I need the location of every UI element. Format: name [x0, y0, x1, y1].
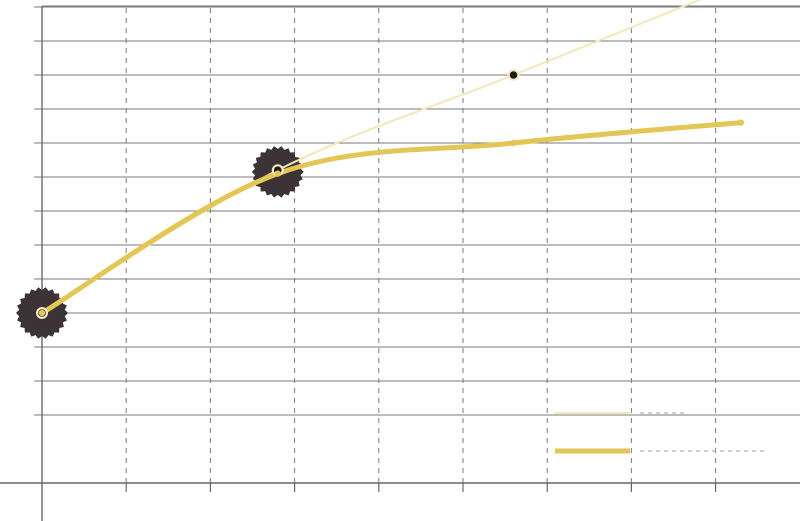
legend [555, 412, 766, 454]
series-line-2 [39, 120, 744, 316]
data-point [510, 139, 517, 147]
highlight-markers [16, 146, 304, 339]
series-markers [36, 69, 745, 319]
data-point [274, 170, 281, 177]
data-point [737, 119, 745, 126]
series-lines [39, 0, 744, 316]
grid [34, 5, 800, 483]
series-line-1 [41, 0, 702, 314]
axes [0, 6, 800, 521]
data-point [38, 309, 46, 317]
data-point-core [509, 71, 518, 79]
